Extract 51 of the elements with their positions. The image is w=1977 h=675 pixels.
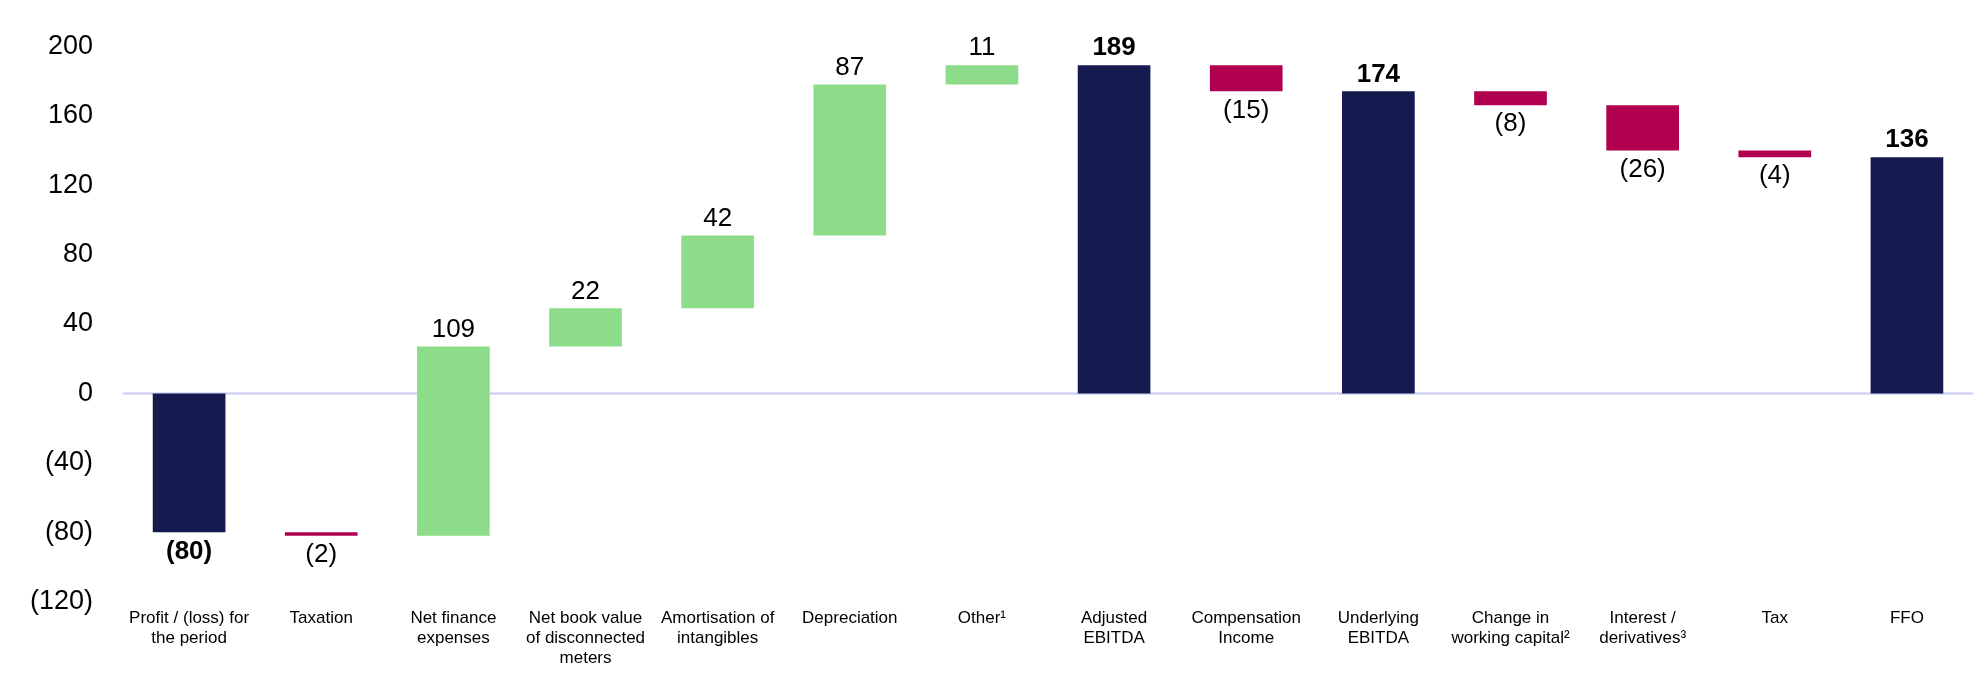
x-tick-label: Interest / derivatives³ [1599, 607, 1687, 648]
x-tick-label: Underlying EBITDA [1337, 607, 1419, 648]
x-tick-label: Net book value of disconnected meters [525, 607, 646, 668]
x-tick-label: FFO [1889, 607, 1924, 627]
y-tick-label: 80 [62, 238, 94, 268]
x-tick-label: Depreciation [802, 607, 898, 627]
bar [284, 532, 358, 536]
y-tick-label: 0 [78, 376, 94, 407]
x-tick-label: Compensation Income [1191, 607, 1302, 648]
x-tick-label: Amortisation of intangibles [660, 607, 775, 648]
x-tick-label: Change in working capital² [1450, 607, 1570, 648]
x-tick-label: Taxation [289, 607, 353, 627]
x-tick-label: Adjusted EBITDA [1081, 607, 1148, 648]
bar [1342, 91, 1415, 394]
bar [1738, 150, 1812, 158]
data-label: 109 [431, 312, 476, 343]
bar [417, 346, 490, 536]
data-label: 174 [1356, 57, 1401, 88]
data-label: (4) [1758, 159, 1791, 190]
bar [1077, 65, 1151, 394]
y-tick-label: (80) [45, 515, 94, 546]
x-tick-label: Net finance expenses [410, 607, 497, 648]
data-label: 22 [571, 274, 600, 305]
data-label: 136 [1885, 123, 1929, 154]
bar [549, 308, 622, 347]
x-tick-label: Tax [1761, 607, 1789, 627]
data-label: (15) [1223, 93, 1270, 124]
bar [681, 235, 754, 309]
bar [1474, 91, 1547, 106]
bar [1870, 157, 1944, 394]
x-tick-label: Profit / (loss) for the period [129, 607, 250, 648]
data-label: (2) [305, 537, 338, 568]
data-label: 189 [1092, 31, 1136, 62]
y-tick-label: 160 [47, 99, 94, 130]
y-tick-label: 120 [47, 168, 94, 199]
bar [813, 84, 887, 236]
y-tick-label: (40) [45, 446, 94, 477]
bar [1209, 65, 1283, 92]
y-tick-label: 40 [62, 307, 94, 338]
data-label: (80) [165, 534, 213, 565]
bar [152, 393, 226, 533]
data-label: (8) [1494, 107, 1527, 138]
bar [1606, 105, 1679, 151]
x-tick-label: Other¹ [957, 607, 1007, 627]
data-label: 42 [703, 201, 733, 232]
bar [945, 65, 1019, 85]
data-label: 11 [968, 31, 996, 62]
data-label: 87 [835, 50, 865, 81]
y-tick-label: 200 [47, 29, 94, 60]
y-tick-label: (120) [30, 585, 94, 616]
data-label: (26) [1619, 152, 1666, 183]
